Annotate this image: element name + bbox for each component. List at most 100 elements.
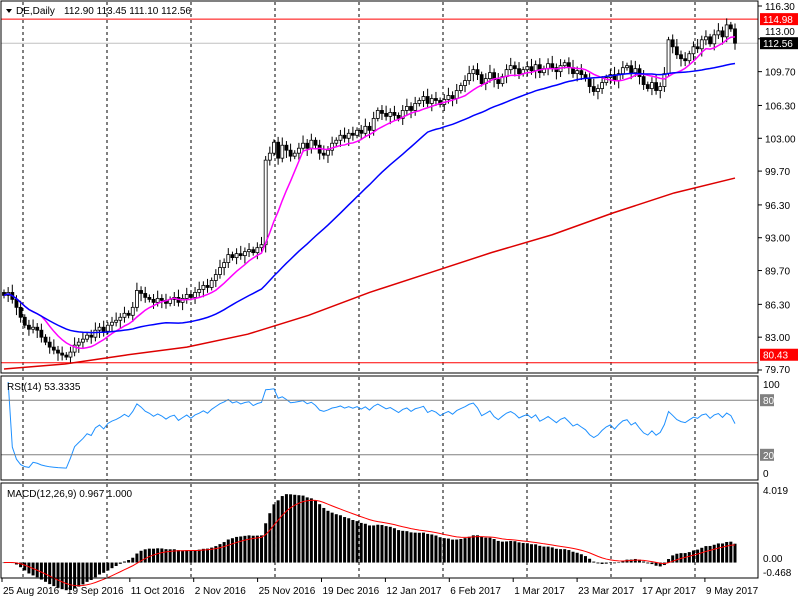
candle-bear	[683, 58, 688, 62]
rsi-pane	[1, 381, 758, 469]
candle-bull	[130, 306, 135, 316]
macd-bar	[176, 550, 180, 563]
candle-bear	[143, 293, 148, 298]
macd-bar	[293, 494, 297, 563]
macd-bar	[488, 537, 492, 563]
macd-bar	[484, 537, 488, 563]
macd-bar	[384, 526, 388, 563]
macd-bar	[517, 542, 521, 563]
macd-bar	[451, 539, 455, 563]
macd-bar	[691, 550, 695, 563]
macd-bar	[629, 559, 633, 563]
candle-bull	[620, 67, 625, 75]
macd-bar	[397, 530, 401, 563]
macd-bar	[314, 500, 318, 563]
macd-bar	[475, 535, 479, 563]
candle-bull	[234, 253, 239, 259]
candle-bear	[151, 298, 156, 303]
candle-bull	[716, 30, 721, 36]
candle-bull	[31, 326, 35, 330]
candle-bear	[43, 336, 48, 343]
candle-bull	[429, 98, 434, 104]
candle-bear	[313, 139, 318, 146]
candle-bull	[600, 82, 604, 89]
candle-bear	[550, 63, 555, 69]
candle-bear	[147, 296, 152, 300]
candle-bull	[222, 262, 227, 268]
candle-bear	[56, 349, 60, 354]
candle-bear	[645, 84, 650, 89]
macd-bar	[297, 495, 301, 563]
candle-bull	[209, 280, 214, 288]
date-label: 23 Mar 2017	[578, 586, 635, 597]
candle-bear	[529, 66, 534, 72]
macd-bar	[708, 545, 712, 563]
ohlc-readout: 112.90 113.45 111.10 112.56	[64, 6, 191, 17]
macd-tick-label: 4.019	[763, 486, 788, 497]
macd-bar	[571, 551, 575, 563]
macd-bar	[525, 543, 529, 563]
macd-bar	[264, 523, 268, 563]
macd-bar	[235, 536, 239, 563]
macd-bar	[513, 541, 517, 563]
macd-bar	[276, 500, 280, 563]
macd-bar	[189, 550, 193, 563]
macd-bar	[98, 562, 102, 575]
candle-bull	[301, 142, 305, 149]
candle-bull	[371, 117, 376, 131]
macd-bar	[505, 541, 509, 563]
macd-tick-label: 0.00	[763, 554, 783, 565]
candle-bull	[471, 69, 476, 75]
price-tick-label: 93.00	[765, 234, 790, 245]
macd-bar	[459, 538, 463, 563]
candle-bear	[654, 82, 658, 91]
macd-bar	[68, 562, 72, 591]
candle-bull	[625, 65, 629, 69]
macd-bar	[110, 562, 114, 569]
macd-bar	[347, 518, 351, 563]
price-tick-label: 116.30	[765, 2, 795, 13]
macd-bar	[118, 562, 122, 564]
macd-bar	[600, 562, 604, 564]
macd-bar	[102, 562, 106, 573]
dropdown-triangle-icon[interactable]	[6, 9, 12, 13]
macd-bar	[230, 538, 234, 563]
macd-bar	[363, 523, 367, 563]
macd-bar	[534, 544, 538, 563]
macd-bar	[671, 555, 675, 563]
macd-bar	[289, 494, 293, 563]
price-badge-label: 112.56	[763, 39, 793, 50]
macd-bar	[712, 544, 716, 563]
candle-bear	[89, 334, 94, 338]
date-label: 19 Dec 2016	[323, 586, 380, 597]
macd-bar	[160, 548, 164, 563]
macd-bar	[127, 560, 131, 563]
candle-bull	[122, 312, 127, 318]
candle-bull	[662, 73, 667, 87]
date-label: 12 Jan 2017	[386, 586, 441, 597]
macd-bar	[114, 562, 118, 566]
rsi-level-badge	[760, 394, 774, 407]
rsi-line	[7, 381, 736, 469]
main-pane-border	[0, 0, 759, 374]
macd-bar	[521, 542, 525, 563]
macd-bar	[675, 553, 679, 563]
candle-bear	[126, 312, 131, 316]
macd-bar	[401, 530, 405, 563]
candle-bull	[118, 316, 123, 321]
macd-bar	[650, 562, 654, 565]
candle-bear	[51, 346, 56, 351]
macd-bar	[368, 525, 371, 563]
macd-bar	[608, 562, 612, 564]
macd-bar	[546, 546, 550, 563]
candle-bull	[454, 90, 459, 99]
macd-bar	[14, 562, 18, 565]
candle-bull	[272, 141, 276, 154]
macd-bar	[405, 531, 409, 563]
rsi-tick-label: 100	[763, 380, 780, 391]
price-badge-label: 80.43	[763, 351, 788, 362]
macd-tick-label: -0.468	[763, 568, 792, 579]
macd-bar	[139, 550, 143, 563]
ma-fast-line	[3, 36, 736, 350]
